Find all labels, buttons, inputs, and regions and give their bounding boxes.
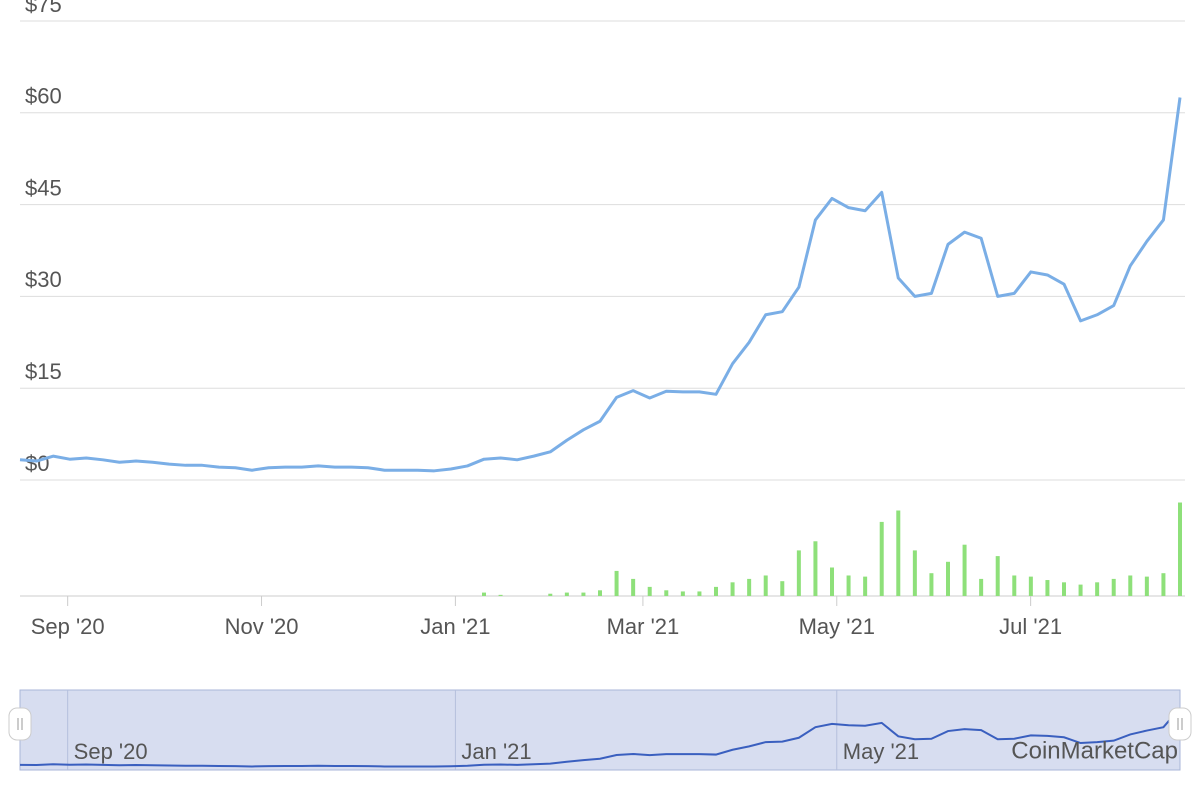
volume-bar	[631, 578, 636, 596]
volume-bar	[482, 592, 486, 596]
y-tick-label: $45	[25, 175, 62, 200]
volume-bar	[1062, 582, 1066, 596]
volume-bar	[664, 590, 669, 596]
y-tick-label: $15	[25, 359, 62, 384]
y-tick-label: $30	[25, 267, 62, 292]
volume-bar	[863, 576, 868, 596]
navigator-handle[interactable]	[1168, 707, 1192, 741]
volume-bar	[730, 582, 735, 596]
volume-bar	[747, 578, 752, 596]
volume-bar	[564, 592, 569, 596]
volume-bar	[813, 541, 818, 596]
volume-bar	[979, 578, 984, 596]
navigator-line	[19, 707, 1181, 768]
y-tick-label: $75	[25, 0, 62, 17]
volume-bar	[962, 544, 967, 596]
navigator-handle[interactable]	[8, 707, 32, 741]
volume-bar	[846, 575, 851, 596]
volume-bar	[830, 567, 834, 596]
volume-bar	[780, 581, 785, 596]
volume-bar	[1012, 575, 1017, 596]
volume-bar	[1028, 576, 1033, 596]
volume-bar	[614, 570, 619, 596]
volume-bar	[1078, 584, 1083, 596]
volume-bar	[581, 592, 586, 596]
volume-bar	[714, 586, 718, 596]
x-tick-label: Jan '21	[420, 614, 490, 639]
handle-body	[1168, 707, 1192, 741]
volume-bar	[896, 510, 901, 596]
navigator-label: Jan '21	[461, 739, 531, 764]
volume-bar	[929, 573, 934, 596]
volume-bar	[1128, 575, 1133, 596]
watermark: CoinMarketCap	[1011, 737, 1178, 764]
volume-bar	[1111, 578, 1116, 596]
volume-bar	[1161, 573, 1166, 596]
volume-bar	[680, 591, 685, 596]
x-tick-label: Sep '20	[31, 614, 105, 639]
x-tick-label: Mar '21	[607, 614, 680, 639]
volume-bar	[1178, 502, 1182, 596]
volume-bar	[946, 561, 950, 596]
volume-bar	[1095, 582, 1100, 596]
volume-bar	[647, 586, 652, 596]
x-tick-label: Jul '21	[999, 614, 1062, 639]
x-tick-label: May '21	[799, 614, 875, 639]
x-tick-label: Nov '20	[225, 614, 299, 639]
volume-bar	[498, 594, 503, 596]
volume-bar	[879, 521, 884, 596]
volume-bar	[796, 550, 801, 596]
price-line	[19, 97, 1182, 473]
volume-bar	[912, 550, 917, 596]
volume-bar	[697, 591, 702, 596]
y-tick-label: $0	[25, 451, 49, 476]
volume-bar	[598, 590, 602, 596]
navigator-label: May '21	[843, 739, 919, 764]
y-tick-label: $60	[25, 84, 62, 109]
volume-bar	[1144, 576, 1149, 596]
navigator-window	[19, 689, 1181, 771]
volume-bar	[1045, 580, 1050, 596]
volume-bar	[763, 575, 768, 596]
handle-body	[8, 707, 32, 741]
volume-bar	[548, 593, 553, 596]
navigator-label: Sep '20	[74, 739, 148, 764]
volume-bar	[995, 556, 1000, 596]
